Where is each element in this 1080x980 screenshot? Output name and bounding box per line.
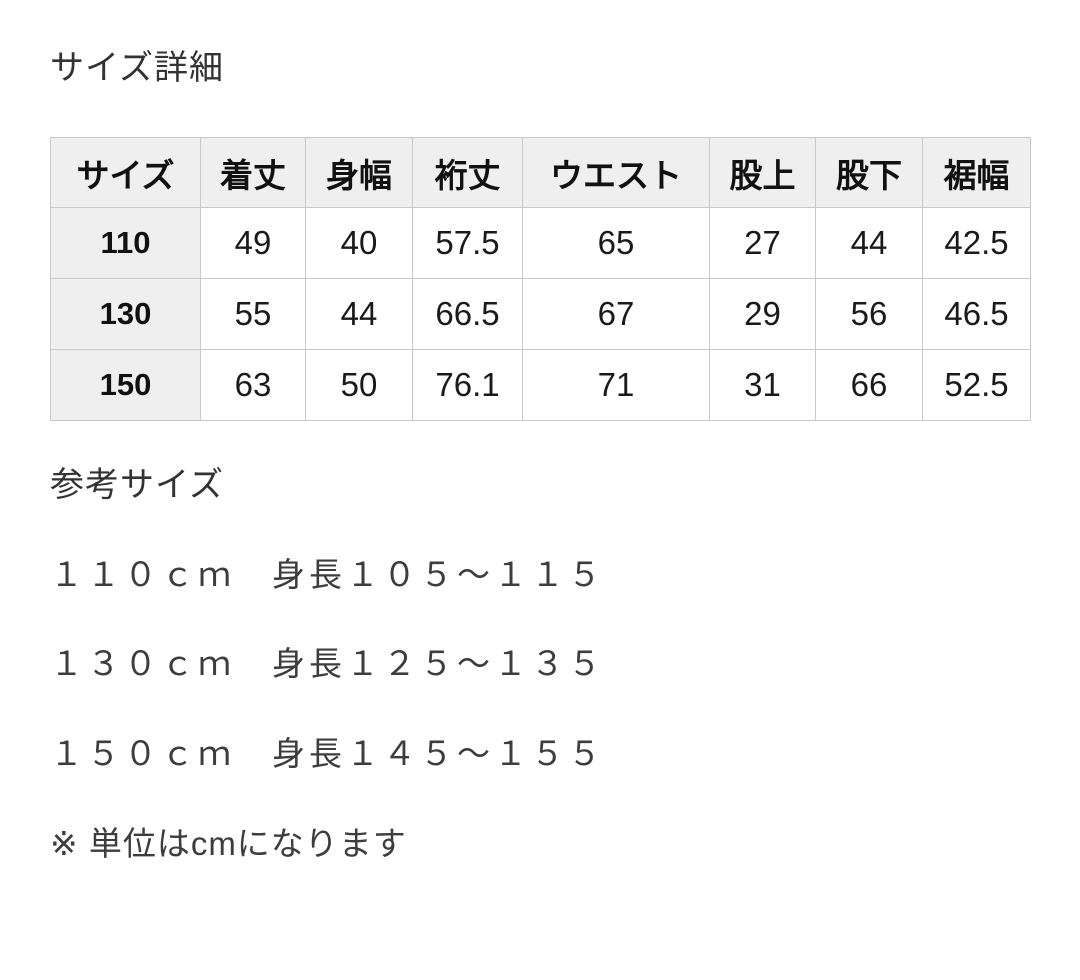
cell-value: 27 bbox=[709, 207, 816, 280]
table-row-130: 130 55 44 66.5 67 29 56 46.5 bbox=[50, 278, 1031, 351]
cell-value: 65 bbox=[522, 207, 710, 280]
cell-value: 63 bbox=[200, 349, 306, 422]
column-header-size: サイズ bbox=[50, 137, 201, 209]
cell-value: 57.5 bbox=[412, 207, 523, 280]
row-size-label: 150 bbox=[50, 349, 201, 422]
cell-value: 56 bbox=[815, 278, 923, 351]
cell-value: 46.5 bbox=[922, 278, 1031, 351]
reference-size-line-150: １５０ｃｍ 身長１４５〜１５５ bbox=[50, 734, 605, 772]
cell-value: 44 bbox=[305, 278, 413, 351]
column-header-width: 身幅 bbox=[305, 137, 413, 209]
row-size-label: 130 bbox=[50, 278, 201, 351]
reference-size-line-130: １３０ｃｍ 身長１２５〜１３５ bbox=[50, 645, 605, 683]
cell-value: 42.5 bbox=[922, 207, 1031, 280]
size-table: サイズ 着丈 身幅 裄丈 ウエスト 股上 股下 裾幅 110 49 40 57.… bbox=[50, 137, 1031, 422]
column-header-hem: 裾幅 bbox=[922, 137, 1031, 209]
cell-value: 66.5 bbox=[412, 278, 523, 351]
cell-value: 71 bbox=[522, 349, 710, 422]
reference-size-heading: 参考サイズ bbox=[50, 466, 224, 505]
column-header-inseam: 股下 bbox=[815, 137, 923, 209]
size-table-header: サイズ 着丈 身幅 裄丈 ウエスト 股上 股下 裾幅 bbox=[50, 137, 1031, 209]
size-table-container: サイズ 着丈 身幅 裄丈 ウエスト 股上 股下 裾幅 110 49 40 57.… bbox=[50, 137, 1032, 422]
cell-value: 67 bbox=[522, 278, 710, 351]
column-header-length: 着丈 bbox=[200, 137, 306, 209]
cell-value: 66 bbox=[815, 349, 923, 422]
row-size-label: 110 bbox=[50, 207, 201, 280]
reference-size-line-110: １１０ｃｍ 身長１０５〜１１５ bbox=[50, 555, 605, 593]
cell-value: 40 bbox=[305, 207, 413, 280]
unit-note: ※ 単位はcmになります bbox=[50, 824, 407, 862]
header-row: サイズ 着丈 身幅 裄丈 ウエスト 股上 股下 裾幅 bbox=[50, 137, 1031, 209]
size-table-body: 110 49 40 57.5 65 27 44 42.5 130 55 44 6… bbox=[50, 207, 1031, 422]
cell-value: 31 bbox=[709, 349, 816, 422]
table-row-110: 110 49 40 57.5 65 27 44 42.5 bbox=[50, 207, 1031, 280]
cell-value: 44 bbox=[815, 207, 923, 280]
size-detail-title: サイズ詳細 bbox=[50, 49, 224, 87]
table-row-150: 150 63 50 76.1 71 31 66 52.5 bbox=[50, 349, 1031, 422]
cell-value: 52.5 bbox=[922, 349, 1031, 422]
cell-value: 49 bbox=[200, 207, 306, 280]
cell-value: 55 bbox=[200, 278, 306, 351]
cell-value: 76.1 bbox=[412, 349, 523, 422]
cell-value: 50 bbox=[305, 349, 413, 422]
size-detail-section: サイズ詳細 サイズ 着丈 身幅 裄丈 ウエスト 股上 股下 裾幅 bbox=[50, 49, 1032, 862]
cell-value: 29 bbox=[709, 278, 816, 351]
column-header-waist: ウエスト bbox=[522, 137, 710, 209]
column-header-rise: 股上 bbox=[709, 137, 816, 209]
column-header-sleeve: 裄丈 bbox=[412, 137, 523, 209]
